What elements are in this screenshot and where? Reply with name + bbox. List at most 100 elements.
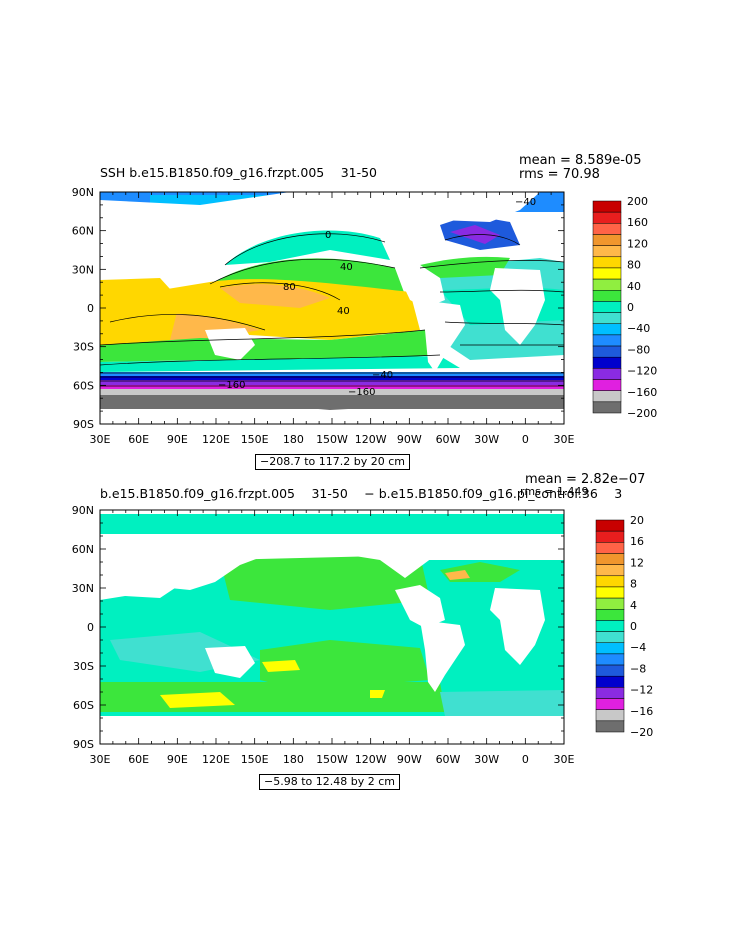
colorbar-swatch: [595, 664, 625, 677]
colorbar-label: −80: [627, 343, 650, 356]
arctic-band: [100, 514, 564, 534]
colorbar-swatch: [595, 687, 625, 699]
colorbar-swatch: [595, 542, 625, 554]
colorbar-label: 120: [627, 237, 648, 250]
y-tick-label: 0: [87, 621, 94, 634]
x-tick-label: 30E: [554, 433, 575, 446]
colorbar-label: 80: [627, 259, 641, 272]
x-tick-label: 30E: [554, 753, 575, 766]
y-tick-label: 90N: [72, 504, 94, 517]
colorbar-swatch: [595, 530, 625, 543]
x-tick-label: 90W: [397, 433, 422, 446]
colorbar-label: 40: [627, 280, 641, 293]
colorbar-swatch: [595, 698, 625, 710]
x-tick-label: 30E: [90, 753, 111, 766]
colorbar-swatch: [595, 620, 625, 632]
x-tick-label: 150W: [316, 433, 348, 446]
colorbar-swatch: [595, 564, 625, 577]
colorbar-label: 16: [630, 535, 644, 548]
colorbar-label: 0: [630, 620, 637, 633]
land-africa: [490, 588, 545, 665]
colorbar-label: 0: [627, 301, 634, 314]
contour-label: −160: [218, 380, 245, 391]
colorbar-swatch: [595, 709, 625, 722]
y-tick-label: 0: [87, 302, 94, 315]
land-eurasia-na: [100, 534, 540, 590]
x-tick-label: 120E: [202, 753, 230, 766]
panel2-mean: mean = 2.82e−07: [525, 472, 646, 487]
contour-label: −40: [372, 370, 393, 381]
x-tick-label: 30W: [474, 433, 499, 446]
y-tick-label: 60S: [73, 379, 94, 392]
x-tick-label: 60E: [128, 433, 149, 446]
x-tick-label: 0: [522, 433, 529, 446]
colorbar-label: −120: [627, 365, 657, 378]
land-australia: [205, 328, 255, 360]
land-south-america: [420, 300, 465, 372]
colorbar-label: 4: [630, 599, 637, 612]
x-tick-label: 30E: [90, 433, 111, 446]
colorbar-label: 20: [630, 514, 644, 527]
x-tick-label: 30W: [474, 753, 499, 766]
colorbar-swatch: [592, 401, 622, 414]
contour-label: 40: [340, 262, 353, 273]
colorbar-swatch: [595, 675, 625, 688]
panel1-title: SSH b.e15.B1850.f09_g16.frzpt.005 31-50: [100, 165, 390, 180]
x-tick-label: 0: [522, 753, 529, 766]
x-tick-label: 120E: [202, 433, 230, 446]
colorbar-swatch: [595, 597, 625, 610]
colorbar-swatch: [595, 609, 625, 621]
contour-label: −40: [515, 197, 536, 208]
colorbar-label: −12: [630, 684, 653, 697]
y-tick-label: 30S: [73, 660, 94, 673]
colorbar-swatch: [595, 720, 625, 733]
panel1-mean: mean = 8.589e-05: [519, 153, 642, 168]
panel2-rms: rms = 1.449: [520, 485, 589, 498]
panel1-range-label: −208.7 to 117.2 by 20 cm: [255, 454, 410, 470]
x-tick-label: 150E: [241, 433, 269, 446]
y-tick-label: 30S: [73, 341, 94, 354]
contour-label: 40: [337, 306, 350, 317]
x-tick-label: 180: [283, 753, 304, 766]
colorbar-label: 160: [627, 216, 648, 229]
y-tick-label: 30N: [72, 263, 94, 276]
colorbar-label: −16: [630, 705, 653, 718]
x-tick-label: 60W: [436, 753, 461, 766]
x-tick-label: 120W: [355, 433, 387, 446]
y-tick-label: 90S: [73, 418, 94, 431]
y-tick-label: 60N: [72, 225, 94, 238]
panel1-rms: rms = 70.98: [519, 167, 600, 182]
npac-positive: [220, 555, 430, 610]
colorbar-swatch: [595, 575, 625, 588]
x-tick-label: 90W: [397, 753, 422, 766]
contour-label: −160: [348, 387, 375, 398]
x-tick-label: 120W: [355, 753, 387, 766]
x-tick-label: 150W: [316, 753, 348, 766]
colorbar-label: −160: [627, 386, 657, 399]
y-tick-label: 60S: [73, 699, 94, 712]
colorbar-label: −8: [630, 662, 646, 675]
land-central-america: [395, 585, 445, 628]
colorbar-label: −40: [627, 322, 650, 335]
land-central-america: [395, 265, 445, 308]
colorbar-swatch: [595, 553, 625, 565]
land-antarctica: [100, 716, 564, 744]
colorbar-label: 12: [630, 556, 644, 569]
contour-label: 80: [283, 282, 296, 293]
land-eurasia-na: [100, 192, 540, 270]
x-tick-label: 90E: [167, 433, 188, 446]
panel2-title: b.e15.B1850.f09_g16.frzpt.005 31-50 − b.…: [100, 486, 623, 501]
npac-cool: [225, 230, 390, 265]
land-africa: [490, 268, 545, 345]
y-tick-label: 30N: [72, 582, 94, 595]
x-tick-label: 90E: [167, 753, 188, 766]
colorbar-swatch: [595, 653, 625, 666]
x-tick-label: 150E: [241, 753, 269, 766]
colorbar-swatch: [595, 631, 625, 643]
colorbar-swatch: [595, 642, 625, 655]
y-tick-label: 90S: [73, 738, 94, 751]
colorbar-label: −4: [630, 641, 646, 654]
land-south-america: [420, 620, 465, 692]
